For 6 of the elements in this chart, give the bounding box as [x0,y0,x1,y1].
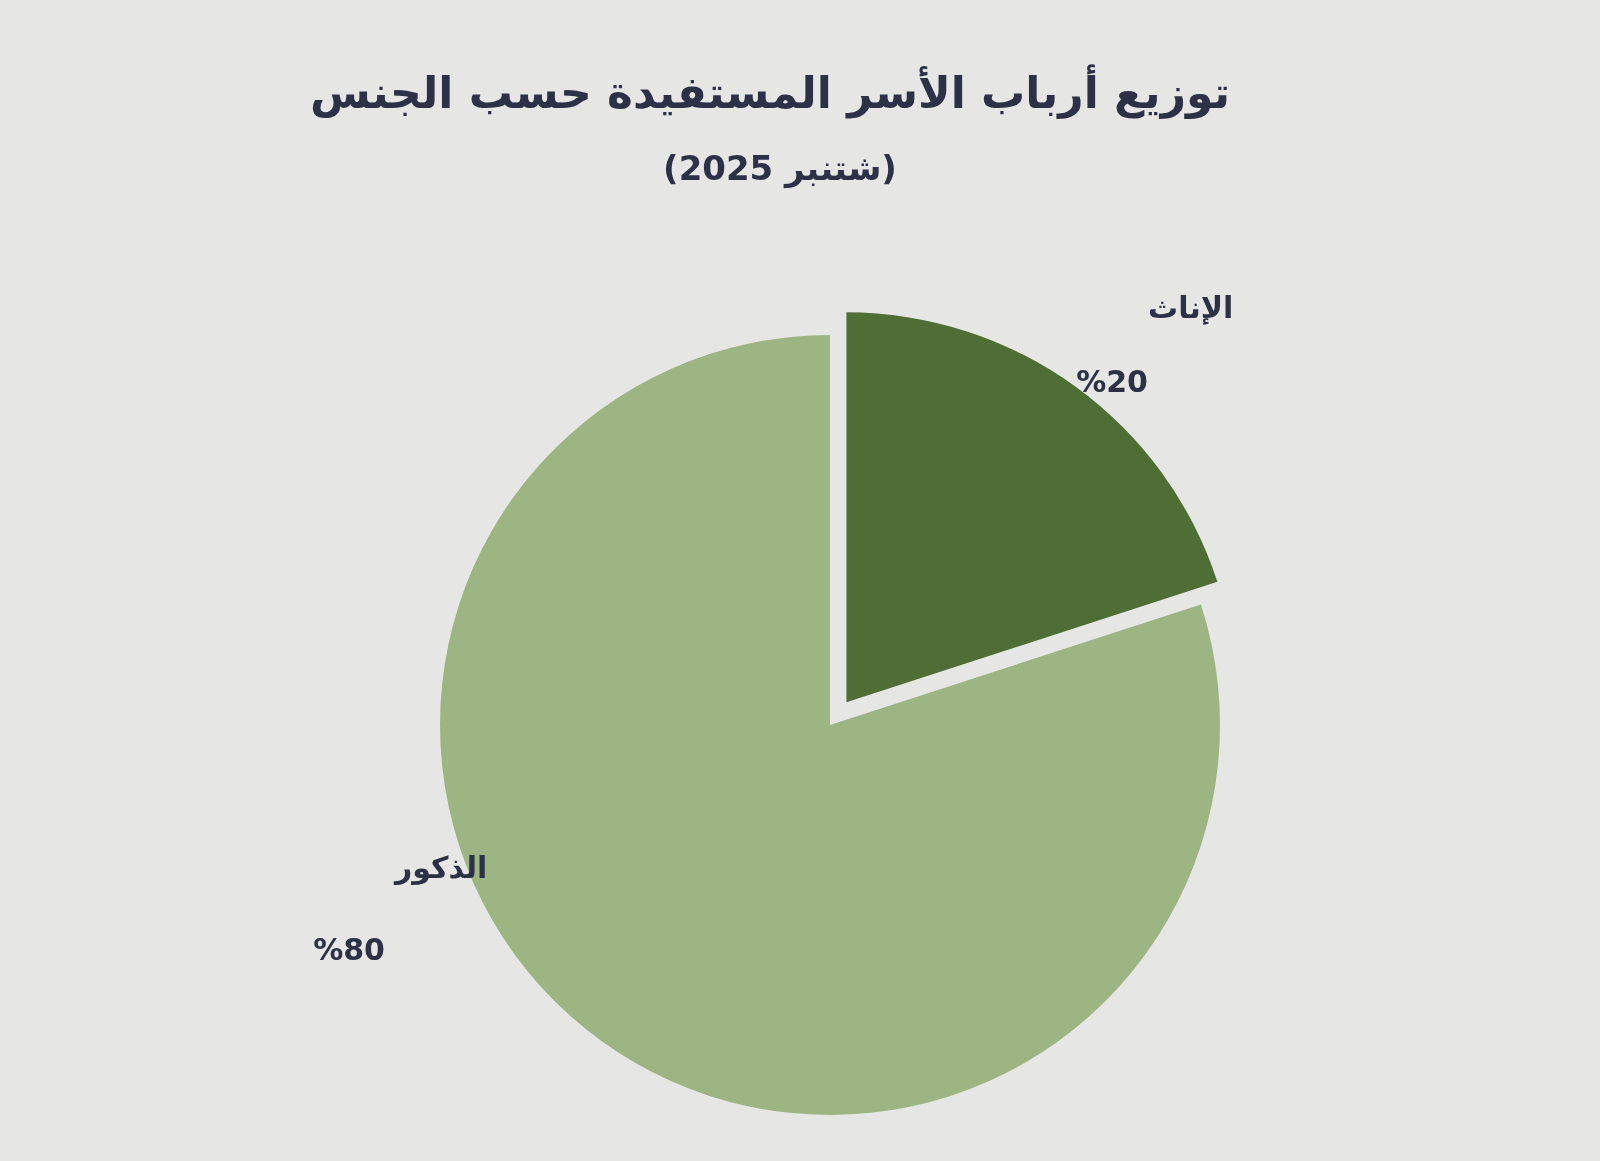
chart-title: توزيع أرباب الأسر المستفيدة حسب الجنس [309,64,1231,119]
data-label: %20 [1076,364,1148,399]
slice-label: الذكور [393,850,488,885]
slice-label: الإناث [1148,290,1234,325]
data-label: %80 [313,932,385,967]
chart-subtitle: (شتنبر 2025) [663,148,897,189]
